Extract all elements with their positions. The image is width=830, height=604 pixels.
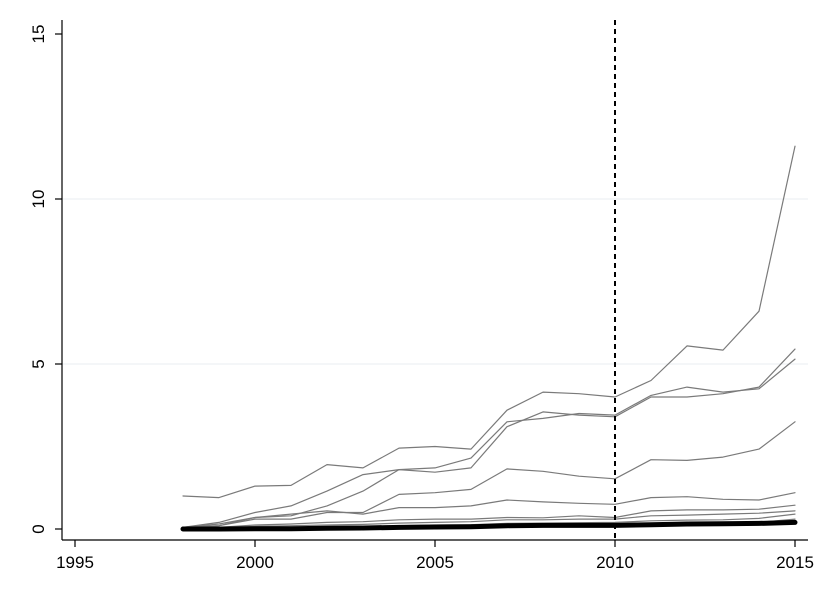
x-tick-label: 2010	[596, 553, 634, 572]
y-ticks: 0 5 10 15	[29, 25, 62, 534]
y-tick-label: 15	[29, 25, 48, 44]
gridlines	[62, 198, 808, 365]
x-tick-label: 2000	[236, 553, 274, 572]
series-line-2	[182, 348, 796, 529]
y-tick-label: 0	[29, 524, 48, 533]
series-line-6	[182, 504, 796, 529]
y-tick-label: 5	[29, 359, 48, 368]
x-tick-label: 1995	[56, 553, 94, 572]
series-line-3	[182, 358, 796, 529]
series-line-10	[180, 519, 798, 532]
series-line-4	[182, 421, 796, 529]
series-line-1	[182, 145, 796, 499]
series-line-5	[182, 492, 796, 529]
series-layer	[180, 145, 798, 532]
y-tick-label: 10	[29, 190, 48, 209]
x-tick-label: 2005	[416, 553, 454, 572]
series-line-7	[182, 510, 796, 529]
x-ticks: 1995 2000 2005 2010 2015	[56, 540, 814, 572]
axes	[61, 20, 808, 541]
x-tick-label: 2015	[776, 553, 814, 572]
